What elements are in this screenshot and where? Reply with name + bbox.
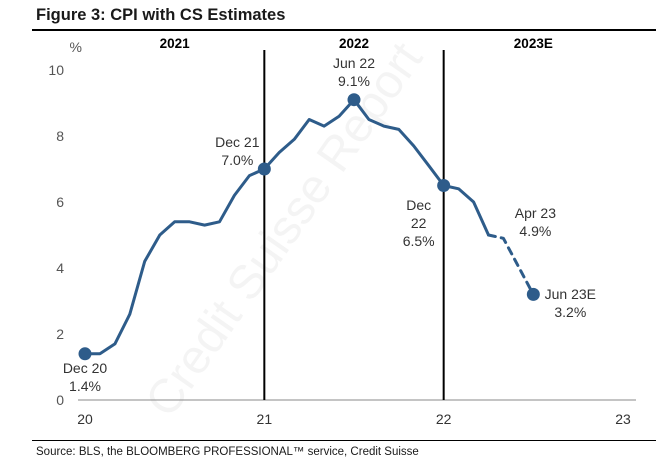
source-note: Source: BLS, the BLOOMBERG PROFESSIONAL™… <box>36 446 419 458</box>
annotation-label: 22 <box>411 215 427 231</box>
estimate-line <box>487 233 535 296</box>
source-rule <box>32 440 656 441</box>
x-tick-label: 20 <box>77 411 93 427</box>
period-label: 2023E <box>514 36 553 51</box>
y-tick-label: 8 <box>56 128 64 144</box>
y-tick-label: 0 <box>56 392 64 408</box>
x-tick-label: 23 <box>615 411 631 427</box>
annotation-label: 6.5% <box>403 233 435 249</box>
annotation-label: 4.9% <box>519 223 551 239</box>
annotation-label: Apr 23 <box>515 205 556 221</box>
annotation-label: Jun 23E <box>545 286 596 302</box>
annotation-label: 7.0% <box>221 152 253 168</box>
annotation-label: 9.1% <box>338 73 370 89</box>
period-label: 2022 <box>339 36 369 51</box>
annotation-label: Dec 20 <box>63 360 108 376</box>
annotations: Dec 20 1.4% Dec 21 7.0% Jun 22 9.1% Dec 22 6.5% A… <box>63 55 596 394</box>
annotation-label: Dec 21 <box>215 134 260 150</box>
x-tick-label: 22 <box>436 411 452 427</box>
annotation-label: Jun 22 <box>333 55 375 71</box>
y-tick-label: 10 <box>48 62 64 78</box>
y-tick-label: 2 <box>56 326 64 342</box>
annotation-label: 3.2% <box>554 304 586 320</box>
y-tick-label: 4 <box>56 260 64 276</box>
period-labels: 2021 2022 2023E <box>160 36 553 51</box>
annotation-label: 1.4% <box>69 378 101 394</box>
cpi-line <box>83 98 490 356</box>
x-tick-label: 21 <box>257 411 273 427</box>
data-point-marker <box>78 347 92 361</box>
data-point-marker <box>347 93 361 107</box>
data-point-marker <box>437 179 451 192</box>
series-lines <box>83 98 535 356</box>
y-tick-label: 6 <box>56 194 64 210</box>
y-axis-label: % <box>70 39 82 55</box>
data-point-marker <box>526 287 540 301</box>
watermark-text: Credit Suisse Report <box>136 33 433 426</box>
data-point-marker <box>257 162 271 176</box>
period-label: 2021 <box>160 36 191 51</box>
title-rule <box>32 29 656 31</box>
point-markers <box>78 93 540 361</box>
figure-title: Figure 3: CPI with CS Estimates <box>36 6 286 24</box>
annotation-label: Dec <box>406 197 431 213</box>
period-dividers <box>263 50 445 400</box>
